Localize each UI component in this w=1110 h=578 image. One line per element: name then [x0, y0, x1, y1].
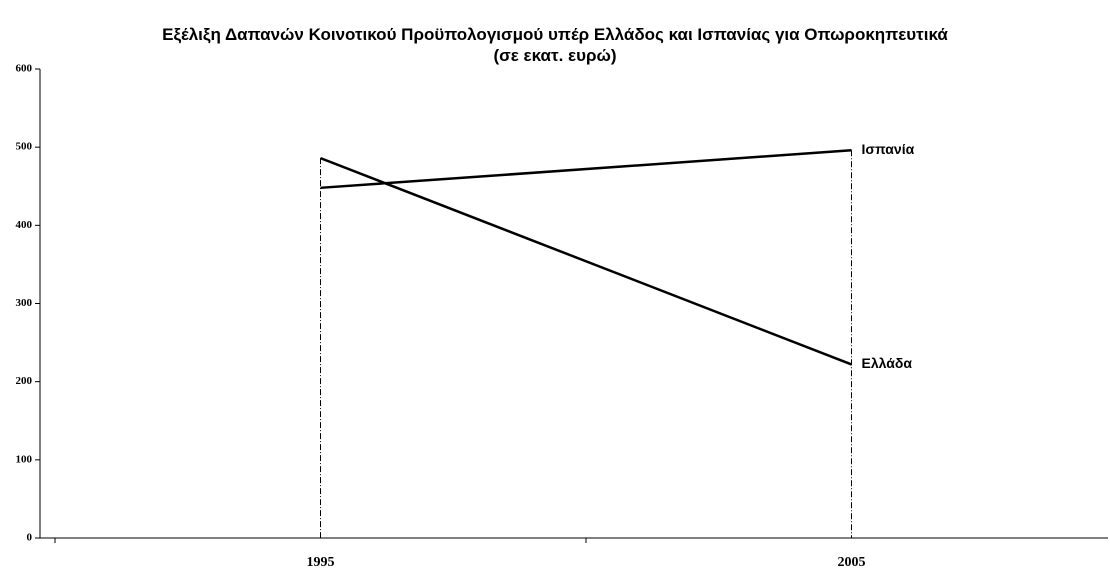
y-tick-label: 500: [16, 141, 33, 153]
chart-title: Εξέλιξη Δαπανών Κοινοτικού Προϋπολογισμο…: [162, 25, 948, 65]
x-tick-label: 1995: [307, 555, 335, 570]
y-tick-label: 400: [16, 219, 33, 231]
series-line: [320, 156, 852, 366]
y-tick-label: 0: [27, 532, 33, 544]
series-label: Ελλάδα: [862, 355, 913, 371]
y-tick-label: 200: [16, 375, 33, 387]
y-tick-label: 600: [16, 63, 33, 75]
x-tick-label: 2005: [838, 555, 866, 570]
y-tick-label: 300: [16, 297, 33, 309]
series-label: Ισπανία: [862, 141, 915, 157]
y-tick-label: 100: [16, 453, 33, 465]
series-line: [320, 149, 852, 190]
